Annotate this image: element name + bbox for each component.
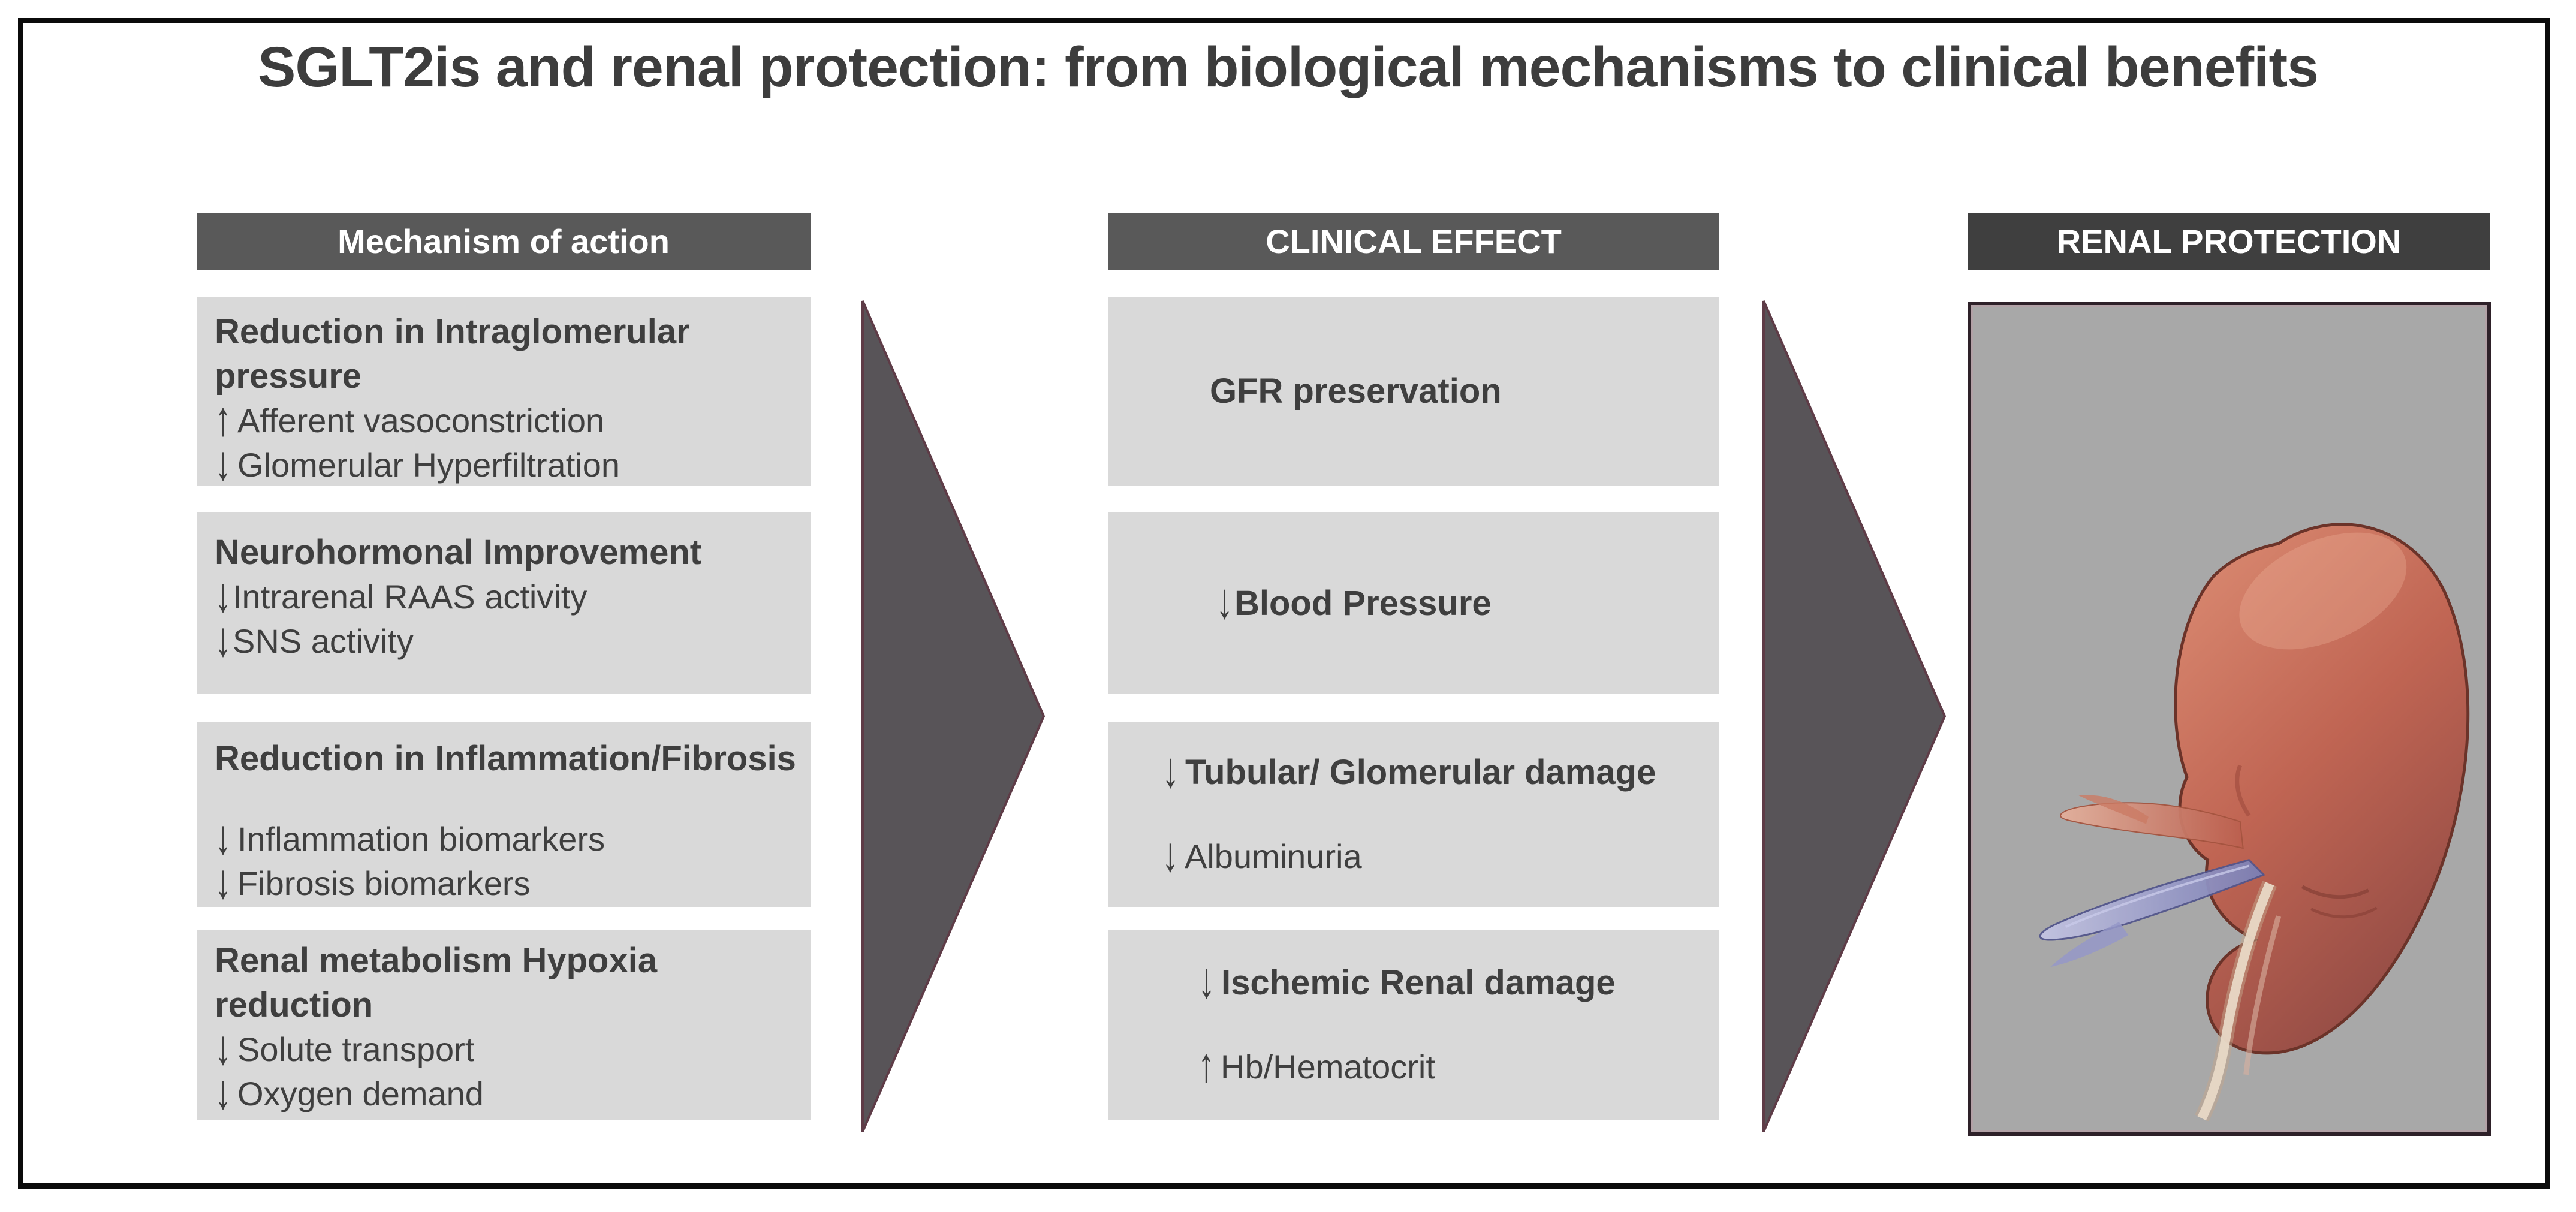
box-line-text: Afferent vasoconstriction <box>237 402 605 439</box>
box-title: Neurohormonal Improvement <box>215 533 702 572</box>
flow-arrow-clinical-to-protection <box>1762 300 1946 1132</box>
renal-vein-branch <box>2050 922 2129 967</box>
box-title-text: Ischemic Renal damage <box>1221 963 1616 1002</box>
kidney-crease <box>2310 906 2378 919</box>
ureter <box>2197 882 2274 1121</box>
capsule-strand <box>2243 915 2282 1075</box>
box-line-text: SNS activity <box>233 622 414 660</box>
page-title: SGLT2is and renal protection: from biolo… <box>258 35 2319 99</box>
mechanism-box-renal-metabolism-hypoxia: Renal metabolism Hypoxia reduction ↓ Solu… <box>197 930 811 1120</box>
column-header-renal-protection-label: RENAL PROTECTION <box>2056 222 2402 260</box>
box-title: GFR preservation <box>1210 369 1719 414</box>
box-line-text: Glomerular Hyperfiltration <box>237 446 620 484</box>
mechanism-box-neurohormonal: Neurohormonal Improvement ↓Intrarenal RA… <box>197 512 811 694</box>
down-arrow-icon: ↓ <box>1198 952 1215 1009</box>
column-header-mechanism-label: Mechanism of action <box>338 222 670 260</box>
box-line: ↓Intrarenal RAAS activity <box>215 567 799 622</box>
clinical-box-blood-pressure: ↓Blood Pressure <box>1108 512 1719 694</box>
box-line: ↓ Glomerular Hyperfiltration <box>215 435 799 490</box>
box-line: ↓ Albuminuria <box>1162 827 1719 881</box>
box-line: ↑ Afferent vasoconstriction <box>215 391 799 445</box>
down-arrow-icon: ↓ <box>215 809 231 864</box>
box-line-text: Oxygen demand <box>237 1075 484 1112</box>
flow-arrow-mechanism-to-clinical <box>861 300 1045 1132</box>
renal-artery <box>2060 802 2244 849</box>
box-line: ↓ Inflammation biomarkers <box>215 809 799 864</box>
column-header-renal-protection: RENAL PROTECTION <box>1968 213 2490 270</box>
mechanism-box-intraglomerular-pressure: Reduction in Intraglomerular pressure ↑ A… <box>197 297 811 490</box>
box-line: ↓ Fibrosis biomarkers <box>215 854 799 908</box>
down-arrow-icon: ↓ <box>215 1020 231 1075</box>
kidney-crease <box>2235 764 2251 817</box>
box-line-text: Fibrosis biomarkers <box>237 864 531 902</box>
clinical-box-gfr-preservation: GFR preservation <box>1108 297 1719 486</box>
kidney-highlight <box>2239 532 2407 650</box>
column-header-clinical-effect: CLINICAL EFFECT <box>1108 213 1719 270</box>
box-line-text: Solute transport <box>237 1030 475 1068</box>
renal-protection-panel <box>1968 302 2491 1136</box>
renal-artery-branch <box>2078 795 2149 824</box>
renal-vein-highlight <box>2065 864 2250 928</box>
box-title-text: GFR preservation <box>1210 371 1502 411</box>
box-line-text: Hb/Hematocrit <box>1221 1048 1435 1086</box>
mechanism-box-inflammation-fibrosis: Reduction in Inflammation/Fibrosis ↓ Infl… <box>197 722 811 909</box>
box-title: Reduction in Inflammation/Fibrosis <box>215 739 796 778</box>
box-line: ↓ Oxygen demand <box>215 1064 799 1118</box>
renal-vein <box>2039 859 2265 941</box>
outer-frame <box>18 18 2550 1189</box>
column-header-clinical-effect-label: CLINICAL EFFECT <box>1266 222 1562 260</box>
column-header-mechanism: Mechanism of action <box>197 213 811 270</box>
box-title-text: Blood Pressure <box>1234 583 1492 623</box>
box-line: ↑ Hb/Hematocrit <box>1198 1037 1719 1092</box>
up-arrow-icon: ↑ <box>215 391 231 446</box>
down-arrow-icon: ↓ <box>215 854 231 909</box>
up-arrow-icon: ↑ <box>1198 1037 1215 1092</box>
box-lines: ↓ Inflammation biomarkers ↓ Fibrosis bioma… <box>215 809 799 908</box>
down-arrow-icon: ↓ <box>215 611 231 667</box>
box-line-text: Intrarenal RAAS activity <box>233 578 587 616</box>
down-arrow-icon: ↓ <box>1162 827 1179 882</box>
kidney-illustration <box>2039 523 2470 1122</box>
clinical-box-tubular-glomerular-damage: ↓ Tubular/ Glomerular damage ↓ Albuminuria <box>1108 722 1719 907</box>
box-title: ↓ Ischemic Renal damage <box>1198 952 1719 1009</box>
box-title-text: Tubular/ Glomerular damage <box>1185 753 1656 792</box>
box-line-text: Albuminuria <box>1185 837 1362 875</box>
clinical-box-ischemic-renal-damage: ↓ Ischemic Renal damage ↑ Hb/Hematocrit <box>1108 930 1719 1120</box>
box-line: ↓ Solute transport <box>215 1020 799 1074</box>
down-arrow-icon: ↓ <box>215 567 231 622</box>
down-arrow-icon: ↓ <box>215 1064 231 1119</box>
box-line-text: Inflammation biomarkers <box>237 820 605 858</box>
down-arrow-icon: ↓ <box>1162 741 1179 799</box>
box-title: ↓ Tubular/ Glomerular damage <box>1162 742 1719 798</box>
box-line: ↓SNS activity <box>215 611 799 666</box>
box-title: Reduction in Intraglomerular pressure <box>215 312 690 396</box>
box-title: Renal metabolism Hypoxia reduction <box>215 941 658 1024</box>
down-arrow-icon: ↓ <box>1216 572 1233 629</box>
box-title: ↓Blood Pressure <box>1216 572 1719 629</box>
down-arrow-icon: ↓ <box>215 435 231 490</box>
kidney-crease <box>2301 885 2370 899</box>
